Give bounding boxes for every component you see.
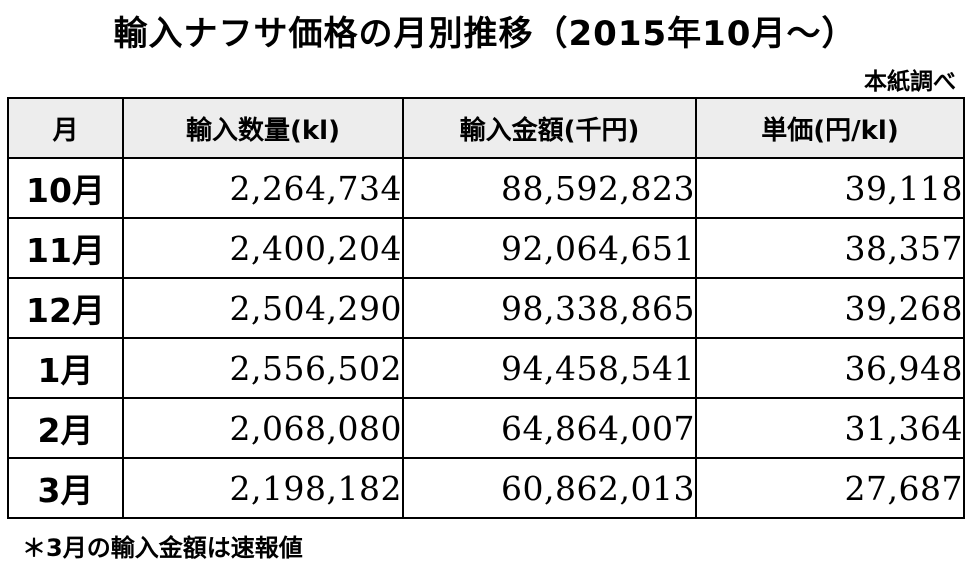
cell-month: 12月 [7, 277, 124, 339]
cell-quantity: 2,068,080 [122, 397, 404, 459]
cell-unit-price: 36,948 [695, 337, 965, 399]
table-header-row: 月 輸入数量(kl) 輸入金額(千円) 単価(円/kl) [7, 97, 965, 159]
table-row: 11月 2,400,204 92,064,651 38,357 [7, 217, 965, 279]
cell-unit-price: 31,364 [695, 397, 965, 459]
table-row: 12月 2,504,290 98,338,865 39,268 [7, 277, 965, 339]
cell-quantity: 2,400,204 [122, 217, 404, 279]
table-row: 1月 2,556,502 94,458,541 36,948 [7, 337, 965, 399]
cell-unit-price: 27,687 [695, 457, 965, 519]
cell-amount: 94,458,541 [402, 337, 697, 399]
cell-unit-price: 39,268 [695, 277, 965, 339]
source-label: 本紙調べ [864, 69, 956, 95]
header-quantity: 輸入数量(kl) [122, 97, 404, 159]
cell-amount: 88,592,823 [402, 157, 697, 219]
header-unit-price: 単価(円/kl) [695, 97, 965, 159]
cell-quantity: 2,556,502 [122, 337, 404, 399]
table-row: 10月 2,264,734 88,592,823 39,118 [7, 157, 965, 219]
cell-amount: 92,064,651 [402, 217, 697, 279]
header-amount: 輸入金額(千円) [402, 97, 697, 159]
cell-month: 2月 [7, 397, 124, 459]
table-row: 2月 2,068,080 64,864,007 31,364 [7, 397, 965, 459]
cell-month: 1月 [7, 337, 124, 399]
cell-quantity: 2,264,734 [122, 157, 404, 219]
cell-amount: 64,864,007 [402, 397, 697, 459]
footnote: ＊3月の輸入金額は速報値 [22, 534, 303, 562]
cell-month: 11月 [7, 217, 124, 279]
naphtha-price-table: 月 輸入数量(kl) 輸入金額(千円) 単価(円/kl) 10月 2,264,7… [7, 97, 965, 519]
cell-amount: 60,862,013 [402, 457, 697, 519]
table-row: 3月 2,198,182 60,862,013 27,687 [7, 457, 965, 519]
cell-unit-price: 39,118 [695, 157, 965, 219]
header-month: 月 [7, 97, 124, 159]
cell-month: 3月 [7, 457, 124, 519]
cell-quantity: 2,198,182 [122, 457, 404, 519]
cell-month: 10月 [7, 157, 124, 219]
cell-unit-price: 38,357 [695, 217, 965, 279]
cell-quantity: 2,504,290 [122, 277, 404, 339]
page-title: 輸入ナフサ価格の月別推移（2015年10月〜） [113, 14, 857, 54]
cell-amount: 98,338,865 [402, 277, 697, 339]
